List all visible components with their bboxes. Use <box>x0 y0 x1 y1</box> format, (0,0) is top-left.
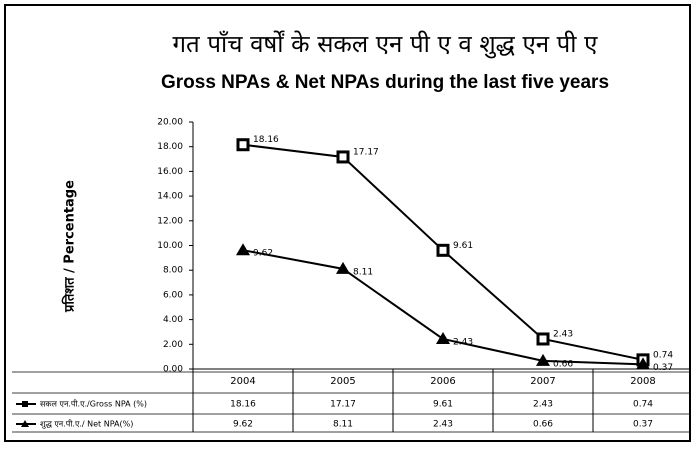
data-label: 2.43 <box>453 337 473 347</box>
x-tick-label: 2006 <box>430 376 455 387</box>
marker <box>536 353 550 366</box>
table-cell: 0.74 <box>633 400 653 410</box>
y-tick-label: 18.00 <box>157 142 183 152</box>
y-tick-label: 20.00 <box>157 118 183 128</box>
marker <box>236 138 250 152</box>
marker <box>436 243 450 257</box>
y-tick-label: 4.00 <box>163 315 183 325</box>
data-label: 0.74 <box>653 350 673 360</box>
table-cell: 17.17 <box>330 400 356 410</box>
table-cell: 2.43 <box>533 400 553 410</box>
y-tick-label: 16.00 <box>157 167 183 177</box>
data-label: 18.16 <box>253 135 279 145</box>
marker <box>236 243 250 256</box>
y-tick-label: 14.00 <box>157 192 183 202</box>
data-label: 0.66 <box>553 359 573 369</box>
legend-marker <box>22 401 28 407</box>
chart-subtitle: Gross NPAs & Net NPAs during the last fi… <box>161 72 609 93</box>
x-tick-label: 2007 <box>530 376 555 387</box>
table-cell: 9.62 <box>233 420 253 430</box>
table-cell: 8.11 <box>333 420 353 430</box>
marker <box>336 261 350 274</box>
table-cell: 18.16 <box>230 400 256 410</box>
legend-label: शुद्ध एन.पी.ए./ Net NPA(%) <box>40 419 133 430</box>
y-tick-label: 0.00 <box>163 365 183 375</box>
table-cell: 0.66 <box>533 420 553 430</box>
y-tick-label: 6.00 <box>163 290 183 300</box>
x-tick-label: 2005 <box>330 376 355 387</box>
marker <box>636 357 650 370</box>
frame <box>4 4 691 442</box>
marker <box>436 331 450 344</box>
marker <box>336 150 350 164</box>
data-label: 9.61 <box>453 241 473 251</box>
x-tick-label: 2004 <box>230 376 255 387</box>
data-label: 2.43 <box>553 329 573 339</box>
y-axis-label: प्रतिशत / Percentage <box>62 180 78 313</box>
table-cell: 2.43 <box>433 420 453 430</box>
table-cell: 9.61 <box>433 400 453 410</box>
data-label: 8.11 <box>353 267 373 277</box>
y-tick-label: 2.00 <box>163 340 183 350</box>
data-label: 17.17 <box>353 147 379 157</box>
legend-marker <box>21 420 29 427</box>
table-cell: 0.37 <box>633 420 653 430</box>
legend-label: सकल एन.पी.ए./Gross NPA (%) <box>40 399 147 409</box>
y-tick-label: 10.00 <box>157 241 183 251</box>
chart-title: गत पाँच वर्षों के सकल एन पी ए व शुद्ध एन… <box>173 30 599 59</box>
data-label: 9.62 <box>253 249 273 259</box>
data-label: 0.37 <box>653 363 673 373</box>
y-tick-label: 12.00 <box>157 216 183 226</box>
x-tick-label: 2008 <box>630 376 655 387</box>
y-tick-label: 8.00 <box>163 266 183 276</box>
marker <box>536 332 550 346</box>
